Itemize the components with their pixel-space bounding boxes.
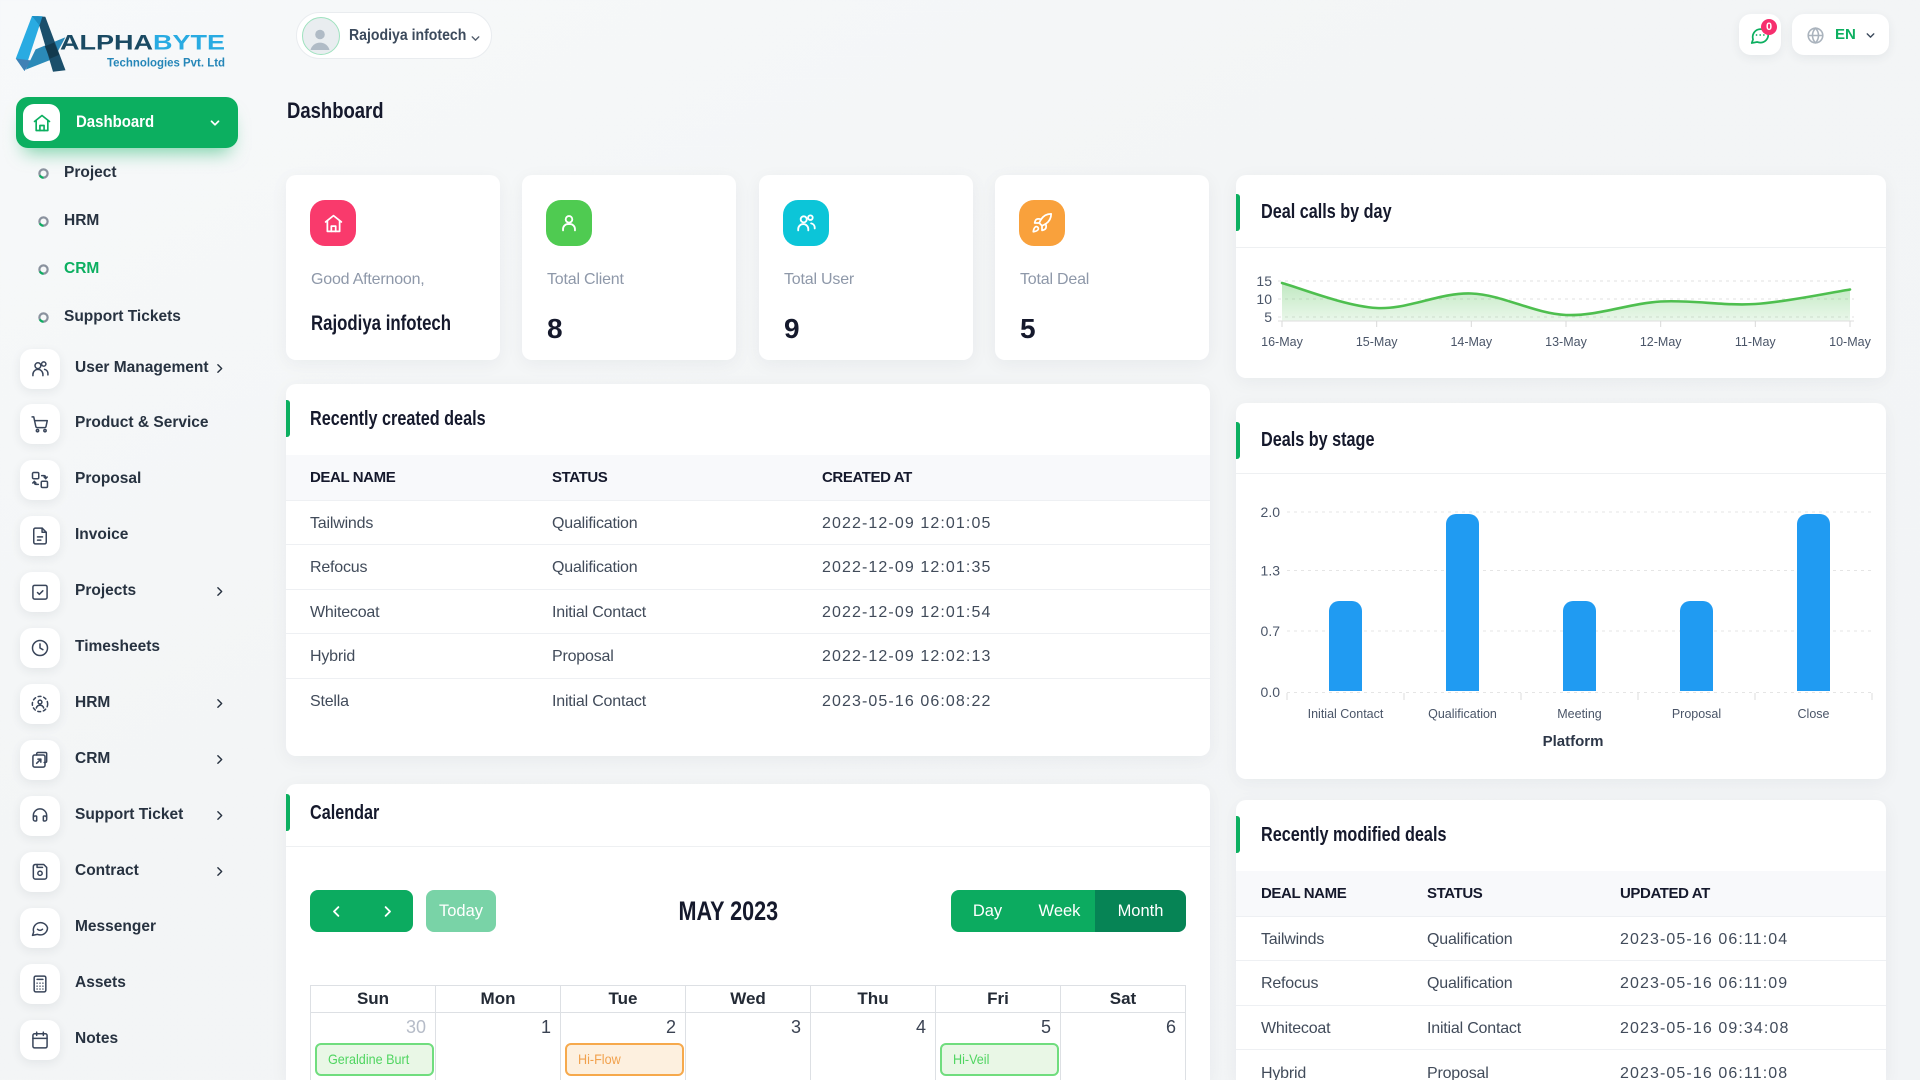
- svg-text:10-May: 10-May: [1829, 335, 1871, 349]
- svg-text:15-May: 15-May: [1356, 335, 1398, 349]
- svg-text:5: 5: [1264, 309, 1272, 325]
- svg-text:Technologies Pvt. Ltd: Technologies Pvt. Ltd: [107, 56, 225, 70]
- svg-text:16-May: 16-May: [1261, 335, 1303, 349]
- svg-text:13-May: 13-May: [1545, 335, 1587, 349]
- svg-text:11-May: 11-May: [1735, 335, 1777, 349]
- svg-text:Meeting: Meeting: [1557, 707, 1602, 721]
- svg-text:2.0: 2.0: [1261, 504, 1281, 520]
- svg-text:12-May: 12-May: [1640, 335, 1682, 349]
- svg-text:BYTE: BYTE: [153, 31, 225, 55]
- svg-text:ALPHA: ALPHA: [60, 31, 153, 55]
- svg-text:14-May: 14-May: [1450, 335, 1492, 349]
- svg-text:Proposal: Proposal: [1672, 707, 1721, 721]
- svg-text:Close: Close: [1798, 707, 1830, 721]
- svg-text:0.7: 0.7: [1261, 623, 1281, 639]
- svg-text:15: 15: [1256, 273, 1272, 289]
- svg-text:1.3: 1.3: [1261, 563, 1281, 579]
- svg-text:Platform: Platform: [1543, 733, 1604, 750]
- svg-text:10: 10: [1256, 291, 1272, 307]
- svg-text:0.0: 0.0: [1261, 684, 1281, 700]
- svg-text:Initial Contact: Initial Contact: [1308, 707, 1384, 721]
- svg-text:Qualification: Qualification: [1428, 707, 1497, 721]
